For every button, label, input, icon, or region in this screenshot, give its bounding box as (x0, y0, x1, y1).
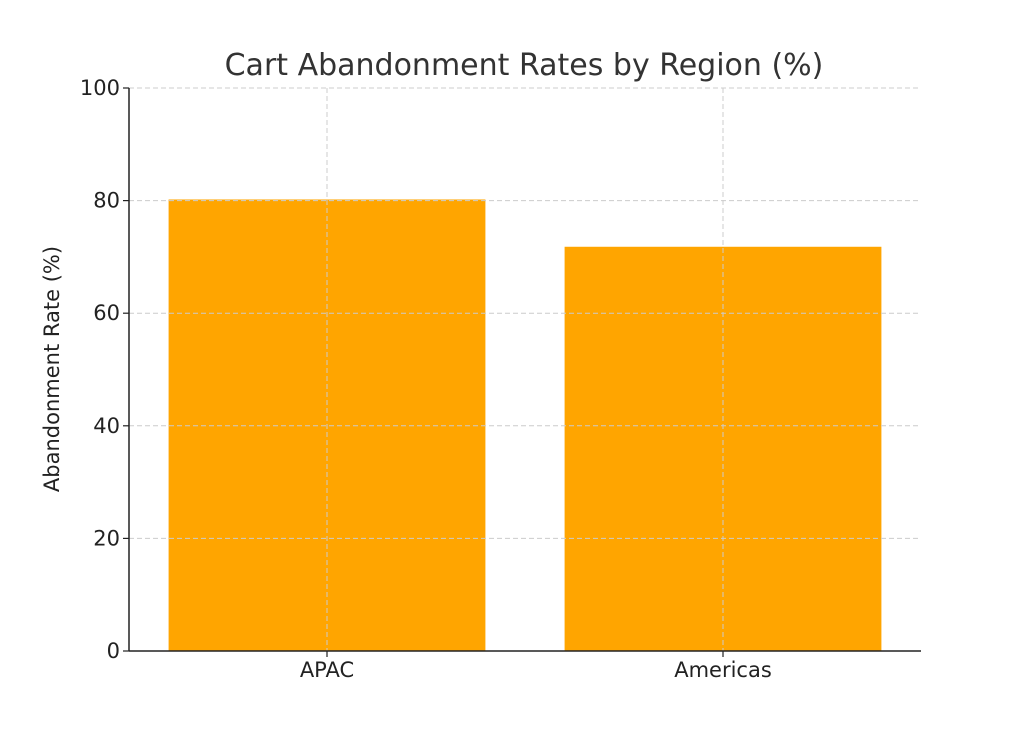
bar-layer (168, 199, 882, 652)
chart-title: Cart Abandonment Rates by Region (%) (225, 48, 824, 83)
y-tick-label: 60 (93, 301, 120, 325)
y-tick-label: 80 (93, 189, 120, 213)
grid-layer (129, 87, 921, 651)
x-tick-label: Americas (674, 658, 772, 682)
y-tick-label: 100 (80, 76, 120, 100)
tick-layer: 0 20 40 60 80 100 APAC Americas (80, 76, 772, 682)
y-tick-label: 0 (107, 639, 120, 663)
axis-layer (128, 88, 921, 652)
x-tick-label: APAC (300, 658, 354, 682)
y-tick-label: 20 (93, 526, 120, 550)
y-axis-label: Abandonment Rate (%) (40, 246, 64, 492)
y-tick-label: 40 (93, 414, 120, 438)
